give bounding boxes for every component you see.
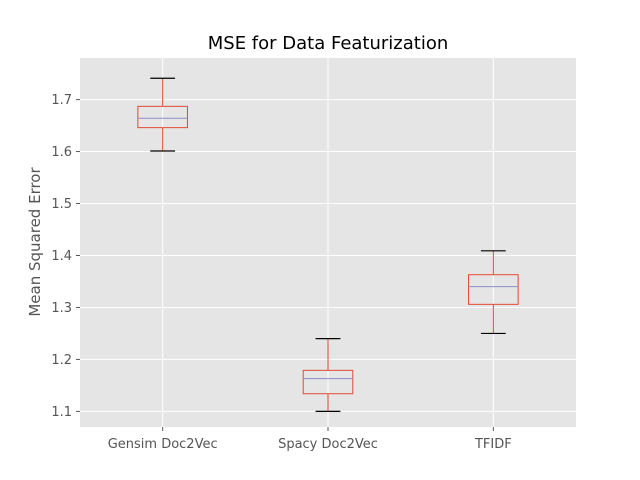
y-tick-label: 1.4: [51, 249, 72, 264]
iqr-box: [302, 369, 354, 395]
y-tick-label: 1.7: [51, 93, 72, 108]
x-tick-label: Spacy Doc2Vec: [278, 437, 378, 452]
y-tick-labels: 1.1 1.2 1.3 1.4 1.5 1.6 1.7: [51, 93, 80, 420]
y-tick-label: 1.6: [51, 145, 72, 160]
y-tick-label: 1.5: [51, 197, 72, 212]
chart-title: MSE for Data Featurization: [208, 33, 449, 54]
iqr-box: [468, 274, 519, 305]
x-tick-label: TFIDF: [474, 437, 512, 452]
x-tick-labels: Gensim Doc2Vec Spacy Doc2Vec TFIDF: [108, 427, 512, 452]
y-tick-label: 1.2: [51, 353, 72, 368]
box-group: [302, 338, 354, 413]
y-tick-label: 1.1: [51, 405, 72, 420]
iqr-box: [137, 105, 188, 129]
y-tick-label: 1.3: [51, 301, 72, 316]
box-group: [137, 77, 188, 152]
box-group: [468, 250, 519, 335]
y-axis-label: Mean Squared Error: [26, 167, 44, 317]
x-tick-label: Gensim Doc2Vec: [108, 437, 218, 452]
box-series: [137, 77, 519, 413]
